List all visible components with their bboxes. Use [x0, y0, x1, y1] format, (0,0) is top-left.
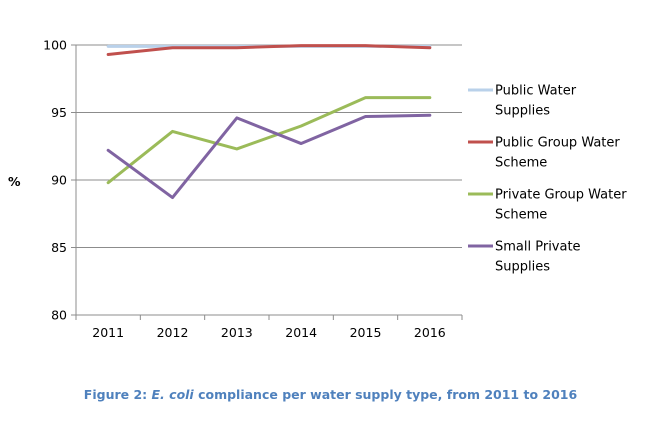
y-tick-label: 100: [43, 38, 67, 53]
y-axis-label: %: [8, 174, 21, 189]
series-lines: [106, 44, 432, 200]
legend-item: Private Group Water Scheme: [468, 188, 627, 223]
x-axis-ticks: 2011 2012 2013 2014 2015 2016: [75, 315, 463, 340]
legend: Public Water Supplies Public Group Water Sc…: [468, 84, 627, 275]
legend-label: Small Private: [495, 240, 581, 255]
x-tick-label: 2016: [414, 325, 446, 340]
caption-prefix: Figure 2:: [83, 387, 152, 402]
legend-label: Public Water: [495, 84, 577, 99]
x-tick-label: 2014: [285, 325, 317, 340]
legend-label: Public Group Water: [495, 136, 620, 151]
y-tick-label: 95: [51, 105, 67, 120]
x-tick-label: 2012: [157, 325, 189, 340]
y-tick-label: 85: [51, 240, 67, 255]
caption-italic: E. coli: [151, 387, 194, 402]
legend-label: Private Group Water: [495, 188, 627, 203]
legend-item: Small Private Supplies: [468, 240, 581, 275]
y-tick-label: 90: [51, 173, 67, 188]
legend-label: Supplies: [495, 260, 550, 275]
x-tick-label: 2015: [350, 325, 382, 340]
figure-caption: Figure 2: E. coli compliance per water s…: [0, 387, 661, 402]
series-line-private-group-water-scheme: [106, 96, 432, 185]
line-chart: 80 85 90 95 100 2011 2012 2013 2014 2015 2016 % P…: [8, 38, 627, 341]
x-tick-label: 2013: [221, 325, 253, 340]
gridlines: [76, 44, 462, 248]
legend-label: Supplies: [495, 104, 550, 119]
legend-item: Public Group Water Scheme: [468, 136, 620, 171]
legend-label: Scheme: [495, 156, 547, 171]
legend-item: Public Water Supplies: [468, 84, 577, 119]
y-tick-label: 80: [51, 308, 67, 323]
y-axis-ticks: 80 85 90 95 100: [43, 38, 76, 323]
series-line-small-private-supplies: [106, 113, 432, 200]
x-tick-label: 2011: [92, 325, 124, 340]
series-line-public-group-water-scheme: [106, 44, 432, 56]
legend-label: Scheme: [495, 208, 547, 223]
caption-suffix: compliance per water supply type, from 2…: [193, 387, 578, 402]
